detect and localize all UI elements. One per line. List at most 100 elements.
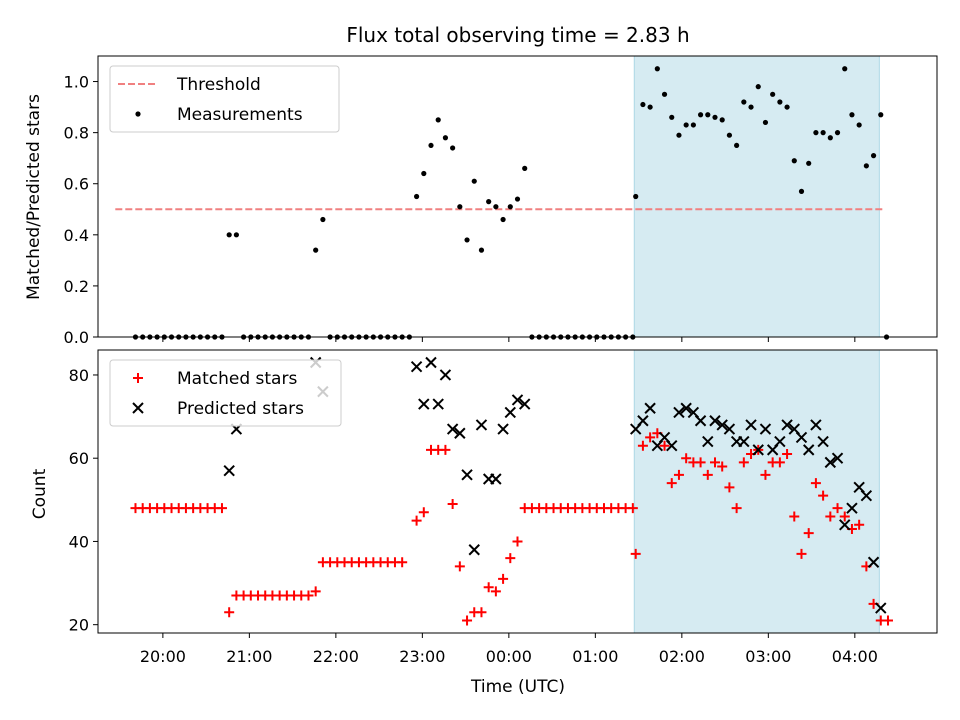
measurement-point	[226, 232, 232, 238]
matched-stars-point	[397, 557, 408, 568]
predicted-stars-point	[468, 544, 480, 556]
measurement-point	[669, 114, 675, 120]
matched-stars-point	[709, 457, 720, 468]
legend-label: Threshold	[176, 75, 261, 95]
predicted-stars-point	[738, 435, 750, 448]
measurement-point	[777, 99, 783, 105]
measurement-point	[522, 165, 528, 171]
predicted-stars-point	[745, 419, 757, 431]
predicted-stars-point	[673, 406, 685, 419]
x-tick-label: 01:00	[572, 647, 618, 666]
predicted-stars-point	[680, 402, 692, 414]
measurement-point	[647, 104, 653, 110]
predicted-stars-point	[637, 415, 649, 427]
measurement-point	[661, 91, 668, 97]
y-tick-label: 0.0	[64, 328, 89, 347]
predicted-stars-point	[425, 356, 437, 369]
measurement-point	[712, 114, 718, 120]
measurement-point	[697, 112, 704, 118]
bottom-y-axis-label: Count	[30, 468, 50, 519]
y-tick-label: 0.6	[64, 175, 89, 194]
matched-stars-point	[440, 444, 451, 455]
measurement-point	[313, 247, 319, 253]
measurement-point	[762, 119, 769, 126]
measurement-point	[870, 153, 877, 159]
y-tick-label: 0.4	[64, 226, 89, 245]
matched-stars-point	[810, 478, 821, 489]
measurement-point	[690, 122, 696, 128]
predicted-stars-point	[759, 423, 772, 435]
predicted-stars-point	[410, 360, 423, 373]
legend-box	[109, 359, 342, 427]
measurement-point	[514, 196, 521, 202]
matched-stars-point	[505, 553, 516, 564]
x-tick-label: 22:00	[313, 647, 359, 666]
legend-matched-swatch	[133, 373, 143, 383]
y-tick-label: 0.8	[64, 124, 89, 143]
matched-stars-point	[854, 519, 865, 530]
measurement-point	[842, 66, 848, 72]
y-tick-label: 1.0	[64, 73, 89, 92]
matched-stars-point	[310, 586, 321, 597]
matched-stars-point	[512, 536, 523, 547]
legend-measurements-swatch	[135, 111, 141, 117]
measurement-point	[748, 104, 754, 110]
matched-stars-point	[498, 573, 509, 584]
predicted-stars-point	[490, 473, 502, 485]
matched-stars-point	[476, 607, 487, 618]
measurement-point	[450, 145, 456, 151]
matched-stars-point	[673, 469, 684, 480]
y-tick-label: 20	[69, 616, 89, 635]
matched-stars-point	[454, 561, 465, 572]
measurement-point	[233, 232, 239, 238]
predicted-stars-point	[454, 427, 466, 439]
x-tick-label: 03:00	[745, 647, 791, 666]
plot-frame	[97, 55, 938, 338]
matched-stars-point	[447, 498, 458, 509]
measurement-point	[813, 130, 819, 136]
measurement-point	[791, 158, 797, 164]
measurement-point	[863, 163, 869, 169]
predicted-stars-point	[810, 419, 822, 431]
measurement-point	[413, 193, 420, 200]
predicted-stars-point	[723, 423, 736, 435]
matched-stars-point	[839, 511, 850, 522]
matched-stars-point	[637, 440, 648, 451]
measurement-point	[507, 204, 513, 210]
predicted-stars-point	[860, 489, 873, 502]
x-tick-label: 20:00	[140, 647, 186, 666]
measurement-point	[428, 142, 434, 149]
measurement-point	[820, 130, 826, 136]
matched-stars-point	[882, 615, 893, 626]
predicted-stars-point	[846, 502, 858, 514]
measurement-point	[878, 112, 884, 118]
measurement-point	[827, 135, 833, 141]
legend-label: Predicted stars	[177, 399, 304, 419]
matched-stars-point	[411, 515, 422, 526]
matched-stars-point	[702, 469, 713, 480]
matched-stars-point	[760, 469, 771, 480]
matched-stars-point	[630, 548, 641, 559]
predicted-stars-point	[497, 423, 509, 435]
legend-predicted-swatch	[132, 402, 144, 414]
measurement-point	[806, 160, 812, 166]
predicted-stars-point	[223, 464, 235, 477]
measurement-point	[633, 193, 639, 200]
predicted-stars-point	[511, 394, 524, 406]
matched-stars-point	[418, 507, 429, 518]
x-tick-label: 02:00	[659, 647, 705, 666]
matched-stars-point	[490, 586, 501, 597]
shaded-region	[633, 349, 880, 634]
matched-stars-point	[645, 432, 656, 443]
measurement-point	[770, 91, 776, 97]
matched-stars-point	[659, 440, 670, 451]
predicted-stars-point	[824, 456, 837, 469]
predicted-stars-point	[716, 419, 728, 431]
matched-stars-point	[832, 503, 843, 514]
measurement-point	[784, 104, 790, 110]
measurement-point	[676, 132, 682, 138]
predicted-stars-point	[774, 435, 786, 448]
y-tick-label: 0.2	[64, 277, 89, 296]
measurement-point	[464, 237, 470, 243]
bottom-panel: 20:00 21:00 22:00 23:00 00:00 01:00 02:00 03:00…	[69, 349, 938, 666]
